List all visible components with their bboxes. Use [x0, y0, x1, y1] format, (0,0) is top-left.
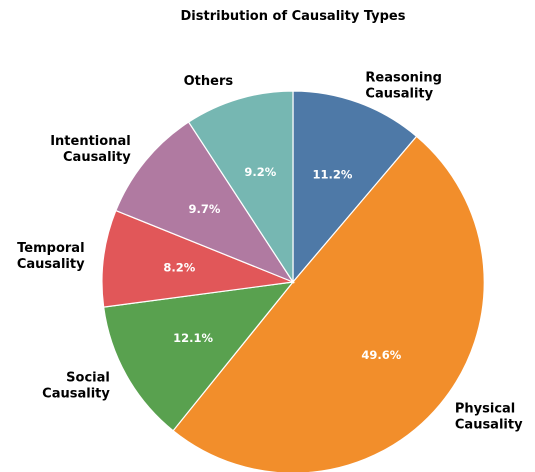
pct-label-intentional-causality: 9.7% [189, 202, 221, 216]
pct-label-social-causality: 12.1% [173, 331, 213, 345]
pct-label-temporal-causality: 8.2% [163, 261, 195, 275]
pie-slice-temporal-causality [101, 209, 296, 308]
pie-slice-intentional-causality [115, 121, 295, 284]
pie-slice-others [187, 90, 294, 285]
category-labels: Reasoning Causality Physical Causality Socia… [17, 70, 523, 432]
category-label-temporal-causality: Temporal Causality [17, 241, 85, 272]
pct-label-physical-causality: 49.6% [361, 348, 401, 362]
pie-slice-reasoning-causality [292, 90, 418, 284]
pct-label-others: 9.2% [244, 165, 276, 179]
category-label-others: Others [184, 74, 234, 89]
pie-slice-physical-causality [172, 135, 485, 472]
pie-slices [101, 90, 485, 472]
pct-label-reasoning-causality: 11.2% [313, 167, 353, 181]
category-label-physical-causality: Physical Causality [455, 401, 523, 432]
category-label-social-causality: Social Causality [42, 370, 110, 401]
category-label-reasoning-causality: Reasoning Causality [365, 70, 442, 101]
chart-title: Distribution of Causality Types [181, 9, 406, 24]
percentage-labels: 11.2% 49.6% 12.1% 8.2% 9.7% 9.2% [163, 165, 401, 362]
category-label-intentional-causality: Intentional Causality [50, 134, 131, 165]
pie-slice-social-causality [102, 281, 295, 432]
